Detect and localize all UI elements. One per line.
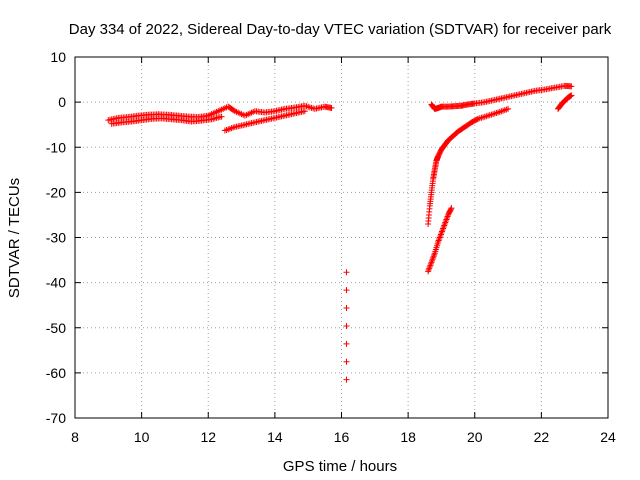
data-point [343, 322, 350, 329]
data-point [218, 113, 225, 120]
y-tick-label: -50 [46, 320, 66, 336]
x-tick-label: 14 [267, 429, 283, 445]
x-tick-label: 12 [200, 429, 216, 445]
data-point [505, 105, 512, 112]
data-point [473, 116, 480, 123]
ticks: 8 10 12 14 16 18 20 22 24 10 0 -10 -20 -30 -40 -50 -60 -7… [46, 49, 616, 445]
y-tick-label: -60 [46, 365, 66, 381]
data-point [328, 104, 335, 111]
y-tick-label: -10 [46, 139, 66, 155]
x-tick-label: 20 [467, 429, 483, 445]
x-axis-label: GPS time / hours [283, 458, 397, 475]
data-point [343, 340, 350, 347]
y-tick-label: 0 [58, 94, 66, 110]
x-tick-label: 10 [134, 429, 150, 445]
data-point [568, 92, 575, 99]
data-point [343, 305, 350, 312]
data-point [343, 376, 350, 383]
data-point [343, 358, 350, 365]
data-point [568, 83, 575, 90]
chart-title: Day 334 of 2022, Sidereal Day-to-day VTE… [69, 21, 612, 38]
y-tick-label: -40 [46, 275, 66, 291]
data-point [301, 108, 308, 115]
data-point [343, 287, 350, 294]
y-tick-label: 10 [50, 49, 66, 65]
y-tick-label: -70 [46, 410, 66, 426]
x-tick-label: 16 [334, 429, 350, 445]
y-tick-label: -30 [46, 230, 66, 246]
data-point [343, 269, 350, 276]
x-tick-label: 24 [600, 429, 616, 445]
x-tick-label: 18 [400, 429, 416, 445]
plot-frame [74, 56, 609, 419]
data-point [447, 206, 454, 213]
x-tick-label: 22 [534, 429, 550, 445]
x-tick-label: 8 [71, 429, 79, 445]
y-tick-label: -20 [46, 184, 66, 200]
y-axis-label: SDTVAR / TECUs [6, 178, 23, 298]
grid [75, 57, 608, 418]
data-point [448, 205, 455, 212]
data-points [105, 82, 575, 383]
